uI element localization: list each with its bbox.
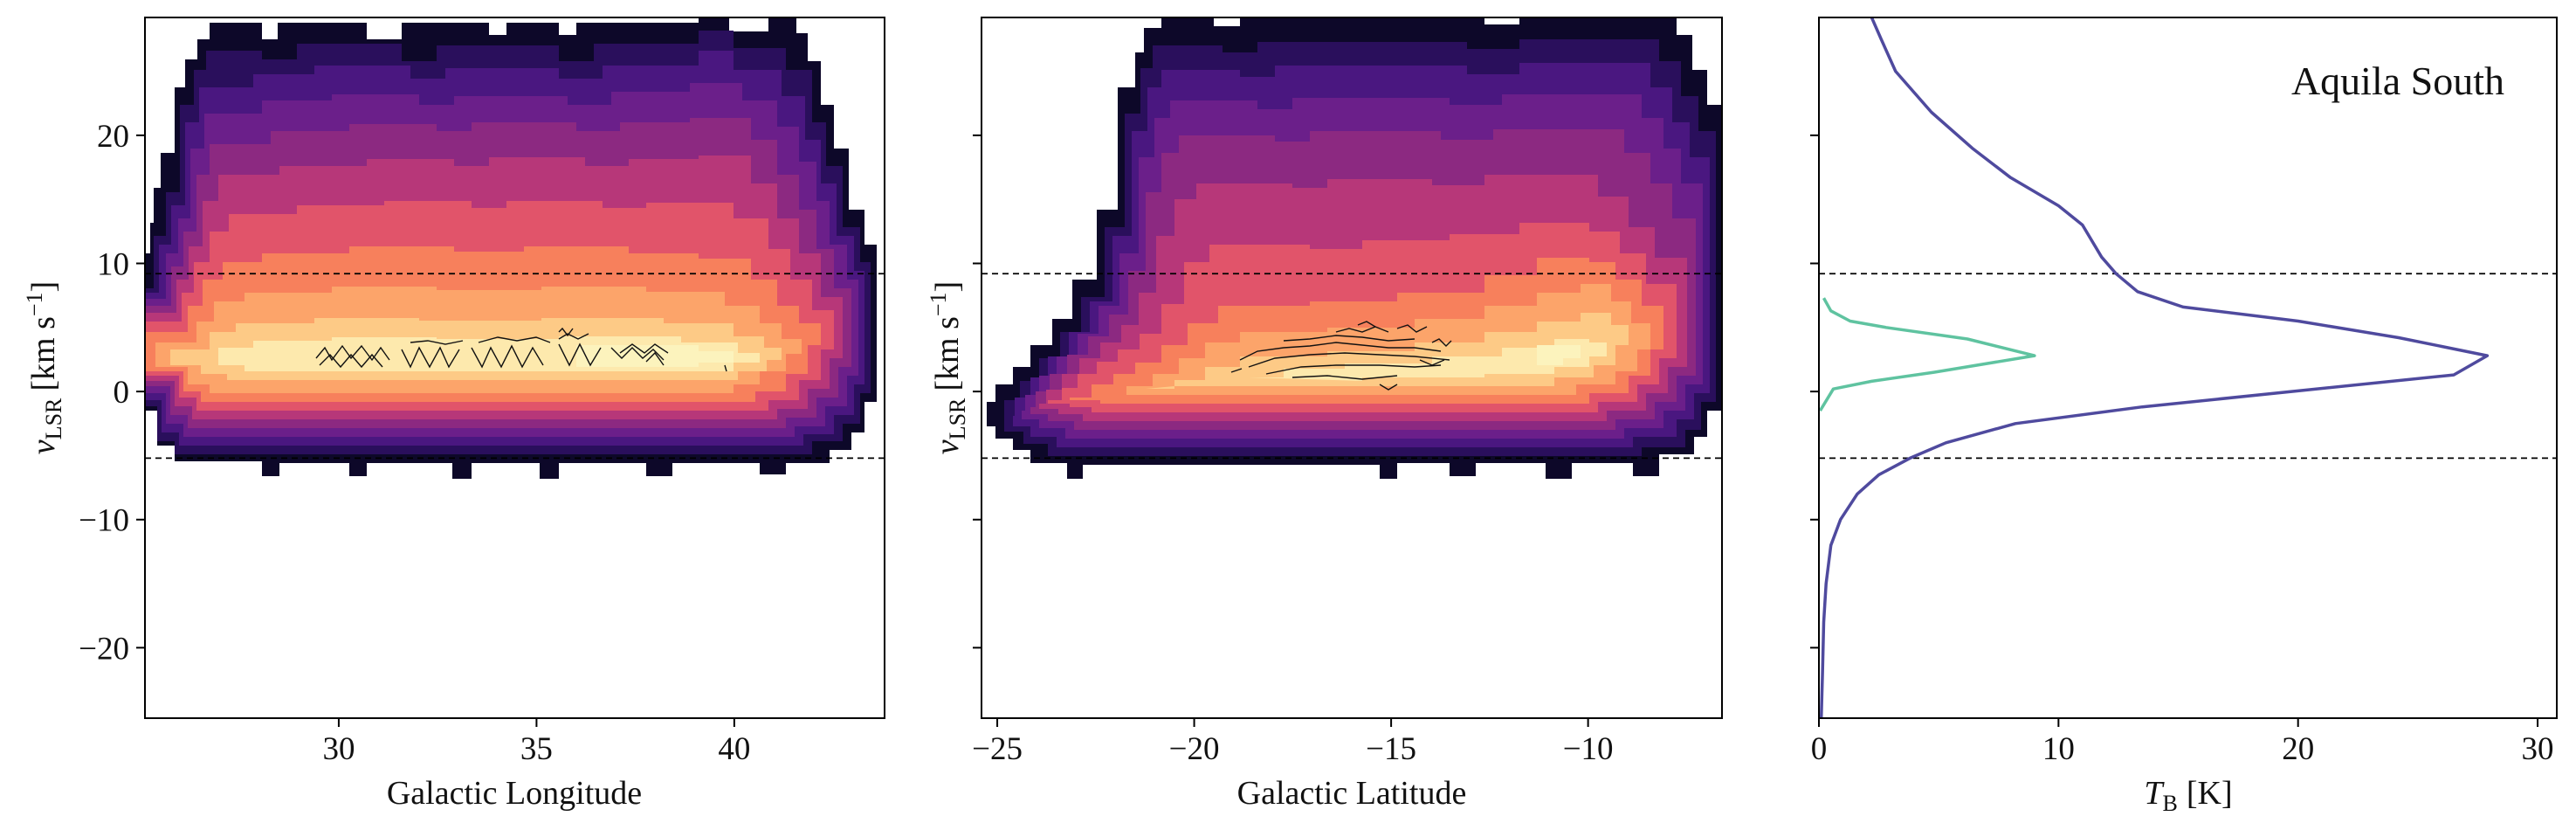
y-tick-label: 10 bbox=[97, 247, 129, 283]
x-tick-label: 30 bbox=[2522, 731, 2554, 767]
y-tick-label: −20 bbox=[79, 631, 129, 667]
latitude-axes-frame bbox=[981, 17, 1723, 719]
longitude-y-label: vLSR[km s−1] bbox=[22, 281, 66, 454]
panel-latitude: −25 −20 −15 −10 Galactic Latitude vLSR[km s… bbox=[926, 17, 1723, 812]
spectrum-lines bbox=[1819, 17, 2490, 718]
spectrum-x-label: TB [K] bbox=[2144, 775, 2232, 816]
x-tick-label: −15 bbox=[1366, 731, 1416, 767]
x-tick-label: 35 bbox=[520, 731, 553, 767]
longitude-x-label: Galactic Longitude bbox=[387, 775, 642, 812]
x-tick-label: 20 bbox=[2282, 731, 2314, 767]
latitude-x-label: Galactic Latitude bbox=[1237, 775, 1467, 812]
x-tick-label: 40 bbox=[718, 731, 750, 767]
longitude-axes-frame bbox=[144, 17, 885, 719]
panel-longitude: 30 35 40 −20 −10 0 10 20 Galactic Longitude vLS… bbox=[22, 17, 885, 812]
spectrum-total-line bbox=[1819, 17, 2490, 718]
y-tick-label: 0 bbox=[114, 375, 130, 411]
x-tick-label: −25 bbox=[972, 731, 1023, 767]
latitude-hlines bbox=[981, 273, 1722, 460]
spectrum-ticks: 0 10 20 30 bbox=[1810, 134, 2554, 767]
longitude-heatmap bbox=[145, 17, 877, 479]
x-tick-label: 0 bbox=[1811, 731, 1828, 767]
latitude-heatmap bbox=[987, 17, 1722, 479]
latitude-contours bbox=[1230, 321, 1452, 391]
x-tick-label: −20 bbox=[1169, 731, 1220, 767]
longitude-contours bbox=[315, 327, 727, 372]
x-tick-label: 10 bbox=[2042, 731, 2075, 767]
y-tick-label: 20 bbox=[97, 119, 129, 155]
latitude-ticks: −25 −20 −15 −10 bbox=[972, 134, 1614, 767]
spectrum-annotation: Aquila South bbox=[2291, 59, 2504, 103]
x-tick-label: 30 bbox=[322, 731, 355, 767]
longitude-ticks: 30 35 40 −20 −10 0 10 20 bbox=[79, 119, 750, 767]
spectrum-axes-frame bbox=[1818, 17, 2558, 719]
y-tick-label: −10 bbox=[79, 503, 129, 539]
spectrum-component-line bbox=[1819, 297, 2036, 412]
latitude-y-label: vLSR[km s−1] bbox=[926, 281, 970, 454]
panel-spectrum: 0 10 20 30 Aquila South TB [K] bbox=[1810, 17, 2558, 816]
x-tick-label: −10 bbox=[1563, 731, 1614, 767]
longitude-hlines bbox=[145, 273, 885, 460]
spectrum-hlines bbox=[1819, 273, 2557, 460]
